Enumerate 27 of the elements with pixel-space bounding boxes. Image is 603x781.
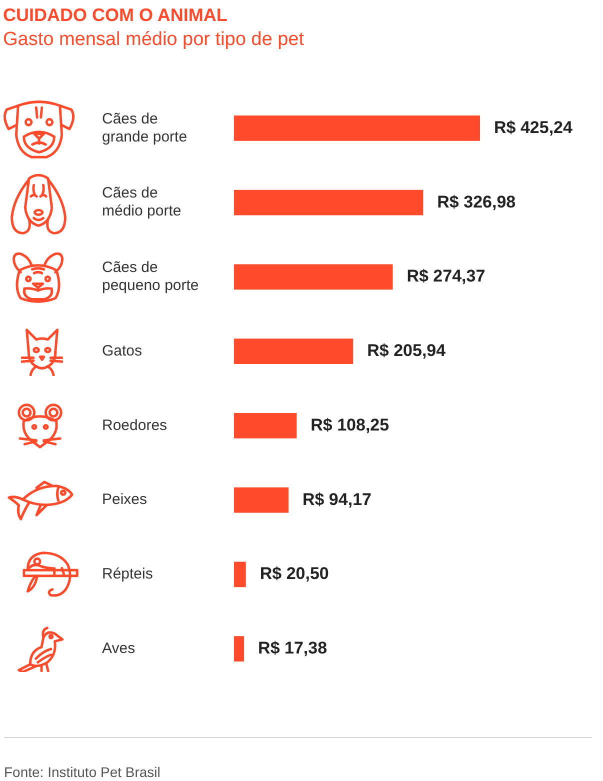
chart-title: CUIDADO COM O ANIMAL — [3, 5, 228, 25]
bar — [234, 413, 297, 438]
source-note: Fonte: Instituto Pet Brasil — [4, 764, 160, 780]
bar — [234, 487, 288, 513]
y-tick-label: Répteis — [102, 566, 153, 583]
y-tick-label: Peixes — [102, 491, 148, 508]
data-label: R$ 20,50 — [260, 564, 329, 584]
data-label: R$ 108,25 — [310, 415, 390, 434]
data-label: R$ 94,17 — [302, 490, 372, 509]
y-tick-label: Gatos — [102, 342, 142, 360]
y-tick-label: Cães de pequeno porte — [102, 259, 199, 294]
bar — [234, 116, 480, 141]
data-label: R$ 326,98 — [437, 192, 516, 212]
data-label: R$ 425,24 — [494, 118, 573, 137]
bar — [234, 338, 354, 364]
y-tick-label: Cães de médio porte — [102, 184, 182, 220]
y-tick-label: Roedores — [102, 416, 168, 434]
bar — [234, 562, 246, 588]
y-tick-label: Aves — [102, 640, 136, 657]
bar — [234, 190, 424, 216]
bar — [234, 636, 244, 662]
data-label: R$ 205,94 — [367, 341, 446, 360]
data-label: R$ 17,38 — [258, 638, 328, 658]
chart-subtitle: Gasto mensal médio por tipo de pet — [3, 29, 305, 50]
data-label: R$ 274,37 — [406, 266, 486, 286]
y-tick-label: Cães de grande porte — [102, 110, 188, 146]
bar — [234, 264, 393, 290]
